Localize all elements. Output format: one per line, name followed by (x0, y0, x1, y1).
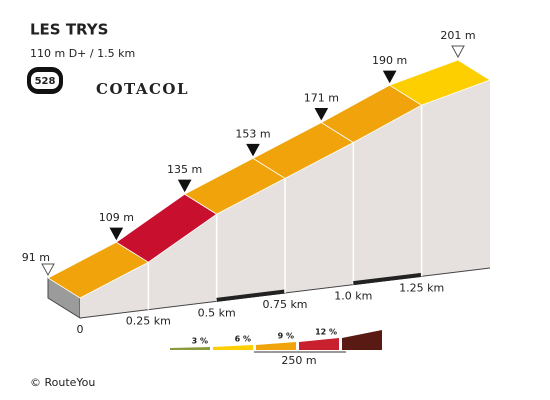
legend-swatch (213, 345, 253, 350)
value-label: 153 m (235, 127, 270, 140)
segment (388, 59, 491, 106)
badge-number: 528 (35, 76, 56, 87)
legend-swatch (170, 347, 210, 350)
value-label: 91 m (22, 251, 50, 264)
chart-title: LES TRYS (30, 21, 108, 39)
x-tick-label: 1.25 km (399, 281, 444, 294)
altitude-marker (314, 108, 329, 121)
ground-strip (353, 272, 422, 286)
x-tick-label: 1.0 km (334, 290, 372, 303)
value-label: 201 m (440, 29, 475, 42)
altitude-marker (177, 179, 192, 193)
chart-subtitle: 110 m D+ / 1.5 km (30, 47, 135, 60)
scale-label: 250 m (281, 354, 316, 367)
altitude-marker (451, 45, 465, 59)
legend-label: 12 % (315, 328, 337, 337)
value-label: 190 m (372, 54, 407, 67)
value-label: 109 m (99, 211, 134, 224)
x-tick-label: 0 (77, 323, 84, 336)
value-label: 135 m (167, 163, 202, 176)
legend-swatch (256, 342, 296, 350)
badge-label: COTACOL (96, 80, 189, 98)
x-tick-label: 0.5 km (198, 306, 236, 319)
legend-swatch (299, 338, 339, 350)
legend-label: 3 % (192, 337, 208, 346)
value-label: 171 m (304, 92, 339, 105)
badge-inner (31, 72, 59, 89)
legend-label: 9 % (278, 332, 294, 341)
legend-label: 6 % (235, 335, 251, 344)
x-tick-label: 0.25 km (126, 315, 171, 328)
altitude-marker (109, 227, 124, 241)
ground-strip (216, 289, 286, 302)
x-tick-label: 0.75 km (262, 298, 307, 311)
altitude-marker (246, 143, 260, 157)
legend-swatch (342, 330, 382, 350)
credit: © RouteYou (30, 376, 95, 389)
altitude-marker (382, 70, 397, 84)
altitude-marker (41, 263, 55, 277)
